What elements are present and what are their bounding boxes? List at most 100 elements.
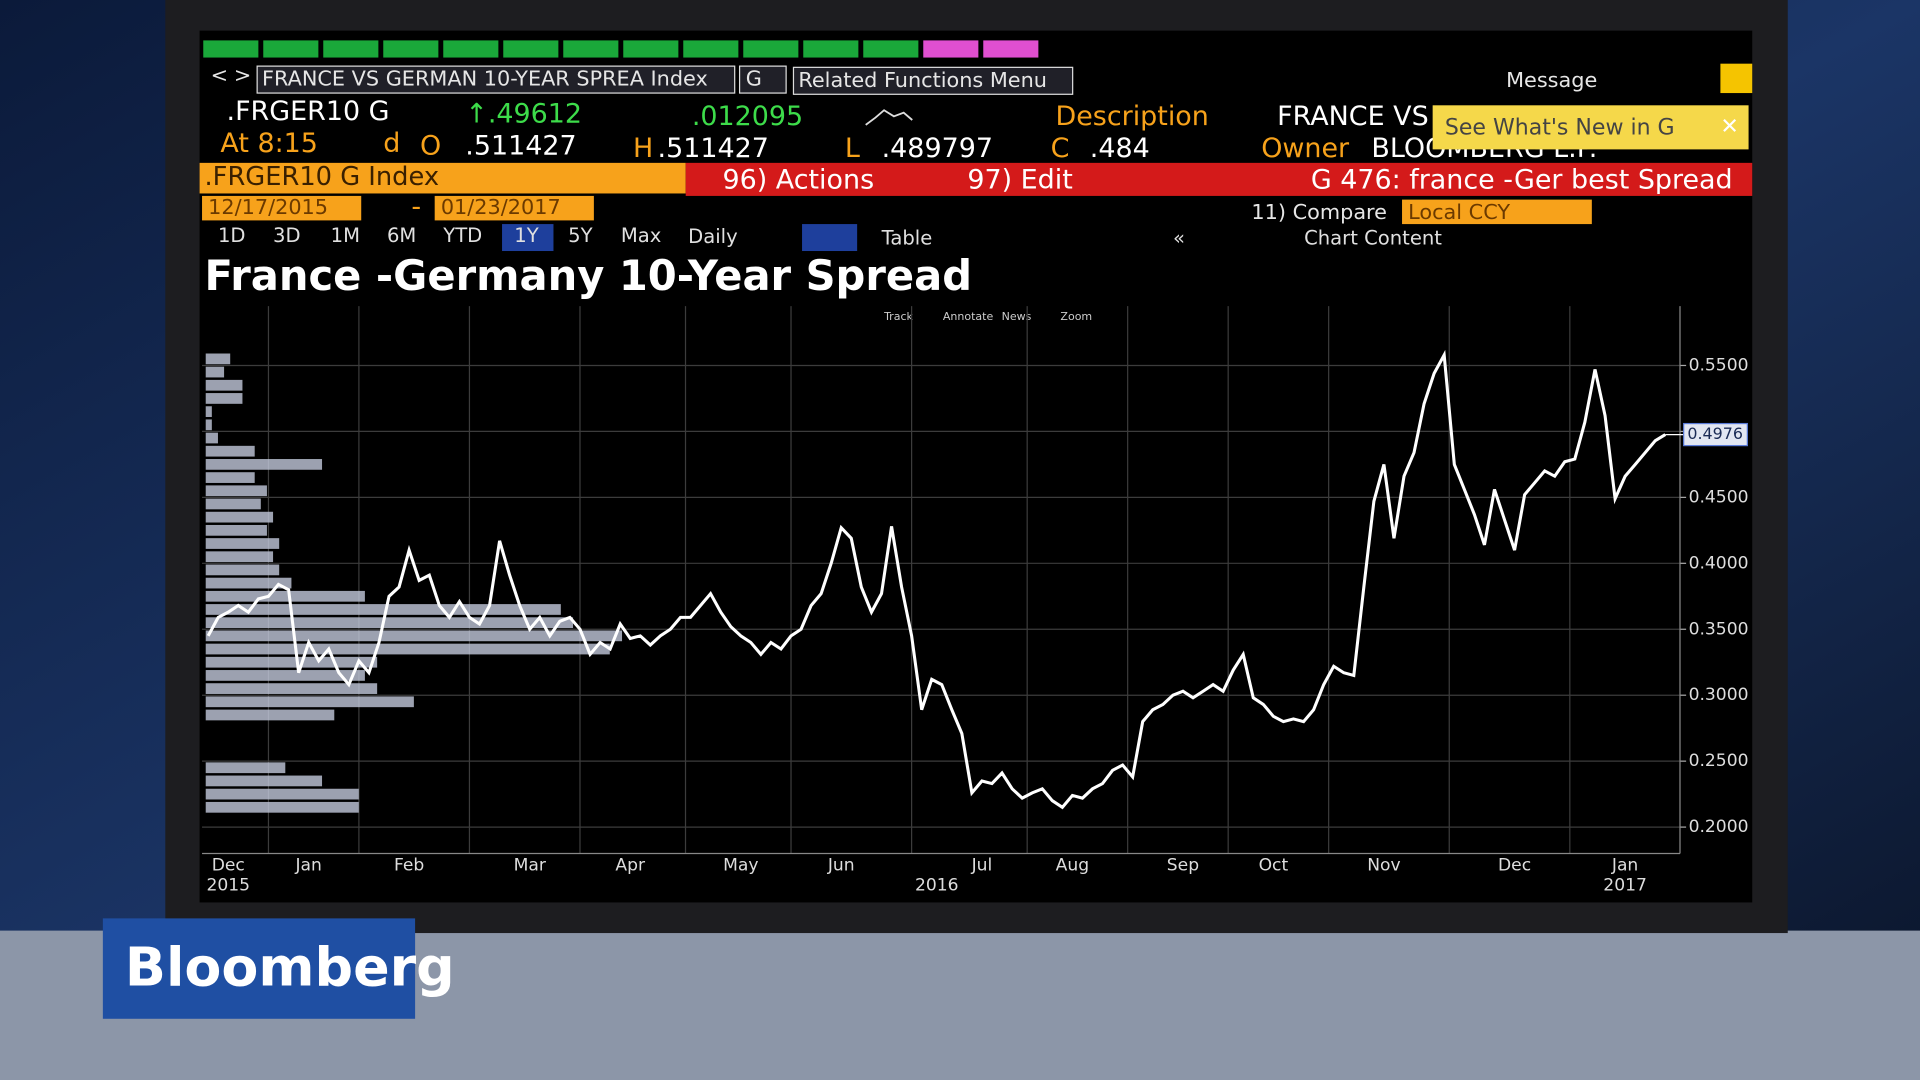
function-key[interactable]: [803, 40, 859, 58]
period-tab[interactable]: 3D: [273, 224, 301, 247]
yellow-key-field[interactable]: [738, 65, 787, 94]
x-tick-label: Dec: [1498, 856, 1531, 876]
x-tick-label: Jan: [294, 856, 321, 876]
y-tick-label: 0.3500: [1689, 619, 1749, 639]
spread-line: [206, 349, 1667, 810]
sparkline: [865, 109, 913, 126]
start-date: 12/17/2015: [208, 195, 328, 219]
brand-logo: Bloomberg: [125, 936, 455, 999]
histogram-bar: [205, 459, 323, 470]
open-label: O: [420, 130, 441, 161]
collapse-button[interactable]: «: [1173, 226, 1185, 249]
high-label: H: [633, 133, 653, 164]
function-key[interactable]: [323, 40, 379, 58]
histogram-bar: [205, 393, 243, 404]
chart-tool[interactable]: Track: [883, 310, 913, 323]
security-field[interactable]: [256, 65, 736, 94]
currency-field[interactable]: [1402, 199, 1592, 225]
x-tick-label: Feb: [394, 856, 424, 876]
period-tab[interactable]: YTD: [442, 224, 482, 247]
histogram-bar: [205, 656, 378, 668]
ticker: .FRGER10 G: [227, 96, 390, 127]
close-label: C: [1051, 133, 1070, 164]
histogram-bar: [205, 801, 359, 813]
help-button[interactable]: [1720, 63, 1753, 94]
period-tab[interactable]: 1Y: [514, 224, 538, 247]
histogram-bar: [205, 379, 243, 391]
period-tab[interactable]: 6M: [387, 224, 416, 247]
end-date-field[interactable]: [434, 195, 594, 221]
edit-menu[interactable]: 97) Edit: [967, 165, 1072, 196]
x-tick-label: Oct: [1259, 856, 1289, 876]
function-key[interactable]: [203, 40, 259, 58]
histogram-bar: [205, 696, 414, 708]
time: At 8:15: [220, 128, 318, 159]
back-arrow[interactable]: <: [211, 63, 228, 87]
forward-arrow[interactable]: >: [234, 63, 251, 87]
histogram-bar: [205, 551, 274, 563]
histogram-bar: [205, 762, 286, 774]
period-tab[interactable]: Max: [621, 224, 661, 247]
open: .511427: [465, 130, 576, 161]
owner-label: Owner: [1261, 133, 1350, 164]
last-value-label: 0.4976: [1687, 424, 1743, 443]
table-button[interactable]: Table: [881, 226, 933, 249]
histogram-bar: [205, 564, 280, 576]
low: .489797: [882, 133, 993, 164]
x-tick-label: May: [723, 856, 758, 876]
histogram-bar: [205, 788, 359, 800]
x-year-label: 2016: [915, 875, 959, 895]
function-key[interactable]: [443, 40, 499, 58]
currency: Local CCY: [1408, 200, 1510, 224]
y-tick-label: 0.5500: [1689, 355, 1749, 375]
popup-close[interactable]: ✕: [1720, 114, 1738, 139]
function-key[interactable]: [983, 40, 1039, 58]
start-date-field[interactable]: [202, 195, 362, 221]
function-key[interactable]: [863, 40, 919, 58]
whats-new-popup[interactable]: [1432, 105, 1749, 150]
function-key[interactable]: [923, 40, 979, 58]
x-year-label: 2015: [206, 875, 250, 895]
function-key[interactable]: [263, 40, 319, 58]
related-menu[interactable]: [792, 66, 1074, 95]
function-key[interactable]: [383, 40, 439, 58]
actions-menu[interactable]: 96) Actions: [722, 165, 874, 196]
period-tab[interactable]: 5Y: [568, 224, 592, 247]
function-key[interactable]: [503, 40, 559, 58]
chart-content-button[interactable]: Chart Content: [1304, 226, 1442, 249]
compare-button[interactable]: 11) Compare: [1251, 200, 1387, 224]
chart-view-button[interactable]: [802, 224, 858, 252]
function-key[interactable]: [743, 40, 799, 58]
function-key[interactable]: [623, 40, 679, 58]
last-price: ↑.49612: [465, 99, 582, 130]
function-key[interactable]: [683, 40, 739, 58]
histogram-bar: [205, 445, 255, 457]
function-key[interactable]: [563, 40, 619, 58]
histogram-bar: [205, 353, 231, 365]
histogram-bar: [205, 432, 218, 444]
chart: 0.20000.25000.30000.35000.40000.45000.50…: [202, 306, 1748, 895]
period-tab[interactable]: 1M: [331, 224, 360, 247]
description: FRANCE VS: [1277, 101, 1429, 132]
yellow-key: G: [746, 67, 762, 91]
histogram-bar: [205, 511, 274, 523]
histogram-bar: [205, 630, 623, 642]
x-tick-label: Jan: [1611, 856, 1638, 876]
last-value-box: [1683, 422, 1748, 447]
message-button[interactable]: Message: [1506, 68, 1597, 92]
chart-title: France -Germany 10-Year Spread: [204, 251, 972, 300]
histogram-bar: [205, 538, 280, 549]
chart-tool[interactable]: Annotate: [943, 310, 994, 323]
histogram-bar: [205, 775, 323, 787]
histogram-bar: [205, 617, 574, 629]
y-tick-label: 0.2500: [1689, 751, 1749, 771]
y-tick-label: 0.4500: [1689, 487, 1749, 507]
function-name: G 476: france -Ger best Spread: [1311, 165, 1733, 196]
period-tab[interactable]: 1D: [218, 224, 246, 247]
chart-tool[interactable]: News: [1002, 310, 1032, 323]
frequency[interactable]: Daily: [688, 225, 738, 248]
x-year-label: 2017: [1603, 875, 1647, 895]
d-label: d: [383, 128, 400, 159]
chart-tool[interactable]: Zoom: [1060, 310, 1092, 323]
